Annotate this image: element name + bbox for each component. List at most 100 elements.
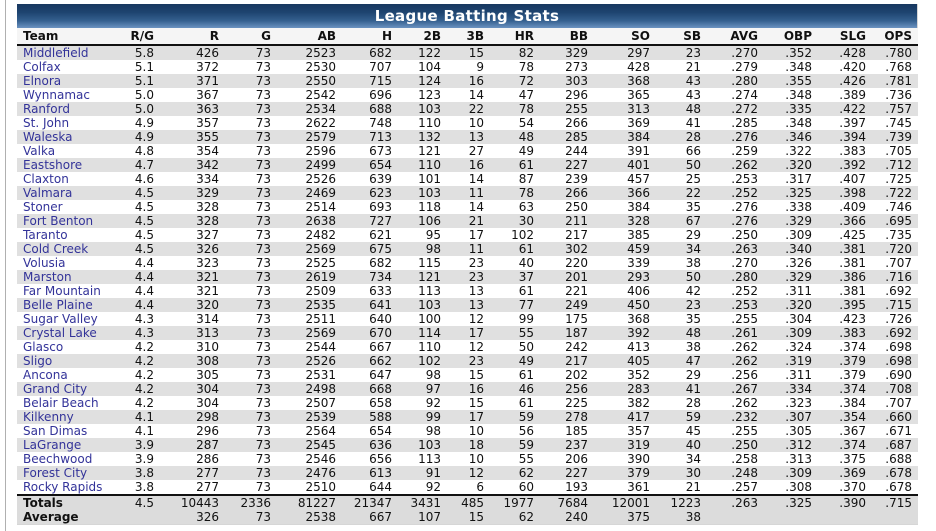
stat-cell-h: 675	[342, 242, 398, 256]
stat-cell-r: 305	[160, 368, 225, 382]
stat-cell-bb: 255	[540, 102, 594, 116]
team-link-belle-plaine[interactable]: Belle Plaine	[17, 298, 113, 312]
team-link-kilkenny[interactable]: Kilkenny	[17, 410, 113, 424]
table-row: Far Mountain 4.4 321 73 2509 633 113 13 61 221 406…	[17, 284, 918, 298]
stat-cell-sb: 35	[656, 312, 707, 326]
table-row: Belle Plaine 4.4 320 73 2535 641 103 13 77 249 450…	[17, 298, 918, 312]
stat-cell-hr: 30	[490, 214, 540, 228]
stat-cell-slg: .383	[818, 326, 872, 340]
stat-cell-r-g: 5.0	[113, 88, 160, 102]
team-link-forest-city[interactable]: Forest City	[17, 466, 113, 480]
stat-cell-obp: .348	[764, 60, 818, 74]
stat-cell-slg: .394	[818, 130, 872, 144]
team-link-colfax[interactable]: Colfax	[17, 60, 113, 74]
team-link-belair-beach[interactable]: Belair Beach	[17, 396, 113, 410]
team-link-grand-city[interactable]: Grand City	[17, 382, 113, 396]
team-link-fort-benton[interactable]: Fort Benton	[17, 214, 113, 228]
stat-cell-ops: .690	[872, 368, 918, 382]
team-link-glasco[interactable]: Glasco	[17, 340, 113, 354]
league-batting-stats-panel: League Batting Stats Team R/G R G AB H 2B 3B HR B…	[17, 4, 918, 525]
stat-cell-so: 339	[594, 256, 656, 270]
stat-cell-3b: 18	[447, 438, 490, 452]
stat-cell-so: 297	[594, 45, 656, 60]
stat-cell-h: 748	[342, 116, 398, 130]
team-link-eastshore[interactable]: Eastshore	[17, 158, 113, 172]
stat-cell-bb: 201	[540, 270, 594, 284]
team-link-elnora[interactable]: Elnora	[17, 74, 113, 88]
totals-r-g: 4.5	[113, 494, 160, 510]
stat-cell-avg: .262	[707, 396, 764, 410]
stat-cell-avg: .252	[707, 284, 764, 298]
team-link-taranto[interactable]: Taranto	[17, 228, 113, 242]
team-link-middlefield[interactable]: Middlefield	[17, 45, 113, 60]
stat-cell-g: 73	[225, 144, 277, 158]
stat-cell-ab: 2579	[277, 130, 342, 144]
team-link-valmara[interactable]: Valmara	[17, 186, 113, 200]
stat-cell-bb: 211	[540, 214, 594, 228]
team-link-crystal-lake[interactable]: Crystal Lake	[17, 326, 113, 340]
stat-cell-ab: 2510	[277, 480, 342, 495]
average-r-g	[113, 510, 160, 524]
table-row: Valka 4.8 354 73 2596 673 121 27 49 244 391 66.259.…	[17, 144, 918, 158]
stat-cell-bb: 217	[540, 228, 594, 242]
average-2b: 107	[398, 510, 447, 524]
team-link-stoner[interactable]: Stoner	[17, 200, 113, 214]
stat-cell-h: 654	[342, 424, 398, 438]
team-link-sligo[interactable]: Sligo	[17, 354, 113, 368]
column-header-h: H	[342, 28, 398, 46]
stat-cell-3b: 14	[447, 200, 490, 214]
stat-cell-avg: .257	[707, 480, 764, 495]
stat-cell-bb: 206	[540, 452, 594, 466]
stat-cell-r: 314	[160, 312, 225, 326]
stat-cell-h: 640	[342, 312, 398, 326]
stat-cell-sb: 40	[656, 438, 707, 452]
team-link-beechwood[interactable]: Beechwood	[17, 452, 113, 466]
stat-cell-ab: 2530	[277, 60, 342, 74]
stat-cell-3b: 15	[447, 396, 490, 410]
stat-cell-bb: 175	[540, 312, 594, 326]
stat-cell-g: 73	[225, 368, 277, 382]
stat-cell-h: 613	[342, 466, 398, 480]
team-link-wynnamac[interactable]: Wynnamac	[17, 88, 113, 102]
stat-cell-so: 385	[594, 228, 656, 242]
team-link-st-john[interactable]: St. John	[17, 116, 113, 130]
stat-cell-hr: 46	[490, 382, 540, 396]
stat-cell-g: 73	[225, 45, 277, 60]
stat-cell-so: 401	[594, 158, 656, 172]
stat-cell-h: 734	[342, 270, 398, 284]
stat-cell-3b: 10	[447, 424, 490, 438]
team-link-volusia[interactable]: Volusia	[17, 256, 113, 270]
stat-cell-avg: .276	[707, 200, 764, 214]
table-row: Kilkenny 4.1 298 73 2539 588 99 17 59 278 417 59.23…	[17, 410, 918, 424]
team-link-cold-creek[interactable]: Cold Creek	[17, 242, 113, 256]
table-row: Forest City 3.8 277 73 2476 613 91 12 62 227 379 30…	[17, 466, 918, 480]
stat-cell-hr: 87	[490, 172, 540, 186]
stat-cell-3b: 9	[447, 60, 490, 74]
stat-cell-g: 73	[225, 256, 277, 270]
team-link-valka[interactable]: Valka	[17, 144, 113, 158]
team-link-far-mountain[interactable]: Far Mountain	[17, 284, 113, 298]
stat-cell-r-g: 4.4	[113, 270, 160, 284]
team-link-ancona[interactable]: Ancona	[17, 368, 113, 382]
stat-cell-so: 319	[594, 438, 656, 452]
team-link-marston[interactable]: Marston	[17, 270, 113, 284]
stat-cell-ops: .725	[872, 172, 918, 186]
page-left-border	[5, 0, 6, 531]
team-link-rocky-rapids[interactable]: Rocky Rapids	[17, 480, 113, 495]
team-link-lagrange[interactable]: LaGrange	[17, 438, 113, 452]
stat-cell-bb: 244	[540, 144, 594, 158]
team-link-waleska[interactable]: Waleska	[17, 130, 113, 144]
table-row: Claxton 4.6 334 73 2526 639 101 14 87 239 457 25.25…	[17, 172, 918, 186]
stat-cell-slg: .428	[818, 45, 872, 60]
team-link-san-dimas[interactable]: San Dimas	[17, 424, 113, 438]
stat-cell-hr: 37	[490, 270, 540, 284]
team-link-claxton[interactable]: Claxton	[17, 172, 113, 186]
stat-cell-slg: .366	[818, 214, 872, 228]
stat-cell-ab: 2511	[277, 312, 342, 326]
stat-cell-hr: 77	[490, 298, 540, 312]
stat-cell-ops: .705	[872, 144, 918, 158]
team-link-ranford[interactable]: Ranford	[17, 102, 113, 116]
stat-cell-ops: .698	[872, 340, 918, 354]
stat-cell-r: 328	[160, 200, 225, 214]
team-link-sugar-valley[interactable]: Sugar Valley	[17, 312, 113, 326]
